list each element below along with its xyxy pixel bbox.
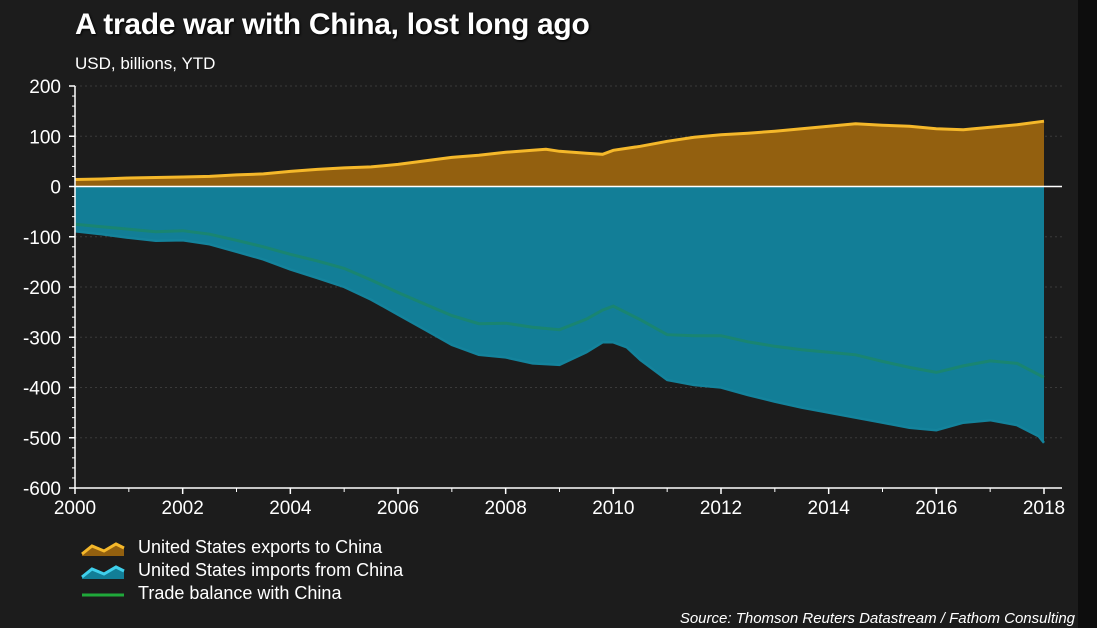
chart-legend: United States exports to China United St…	[80, 536, 403, 605]
x-tick-label: 2008	[485, 498, 527, 519]
legend-item-imports: United States imports from China	[80, 559, 403, 582]
source-note: Source: Thomson Reuters Datastream / Fat…	[679, 610, 1075, 627]
x-tick-label: 2006	[377, 498, 419, 519]
x-tick-label: 2016	[915, 498, 957, 519]
y-tick-label: 0	[50, 178, 61, 199]
legend-label-exports: United States exports to China	[138, 537, 383, 557]
x-tick-label: 2012	[700, 498, 742, 519]
y-tick-label: -300	[23, 328, 61, 349]
y-tick-label: -600	[23, 479, 61, 500]
chart-subtitle: USD, billions, YTD	[75, 54, 216, 73]
y-tick-label: 100	[29, 127, 61, 148]
y-tick-label: -200	[23, 278, 61, 299]
x-tick-label: 2000	[54, 498, 96, 519]
series-exports-line	[74, 119, 1045, 181]
series-imports-area	[75, 186, 1044, 443]
legend-item-balance: Trade balance with China	[80, 582, 403, 605]
x-tick-label: 2018	[1023, 498, 1065, 519]
series-imports-line	[74, 229, 1045, 444]
x-tick-label: 2004	[269, 498, 312, 519]
chart-title: A trade war with China, lost long ago	[75, 8, 590, 41]
legend-swatch-exports	[80, 538, 126, 558]
x-tick-label: 2002	[162, 498, 204, 519]
legend-item-exports: United States exports to China	[80, 536, 403, 559]
legend-label-imports: United States imports from China	[138, 560, 404, 580]
y-tick-label: -500	[23, 429, 61, 450]
y-tick-label: -100	[23, 228, 61, 249]
y-tick-label: 200	[29, 77, 61, 98]
y-tick-label: -400	[23, 379, 61, 400]
right-frame-border	[1078, 0, 1097, 628]
legend-swatch-imports	[80, 561, 126, 581]
legend-swatch-balance	[80, 584, 126, 604]
legend-label-balance: Trade balance with China	[138, 583, 342, 603]
series-balance-line	[74, 222, 1045, 379]
x-tick-label: 2010	[592, 498, 634, 519]
x-tick-label: 2014	[808, 498, 851, 519]
